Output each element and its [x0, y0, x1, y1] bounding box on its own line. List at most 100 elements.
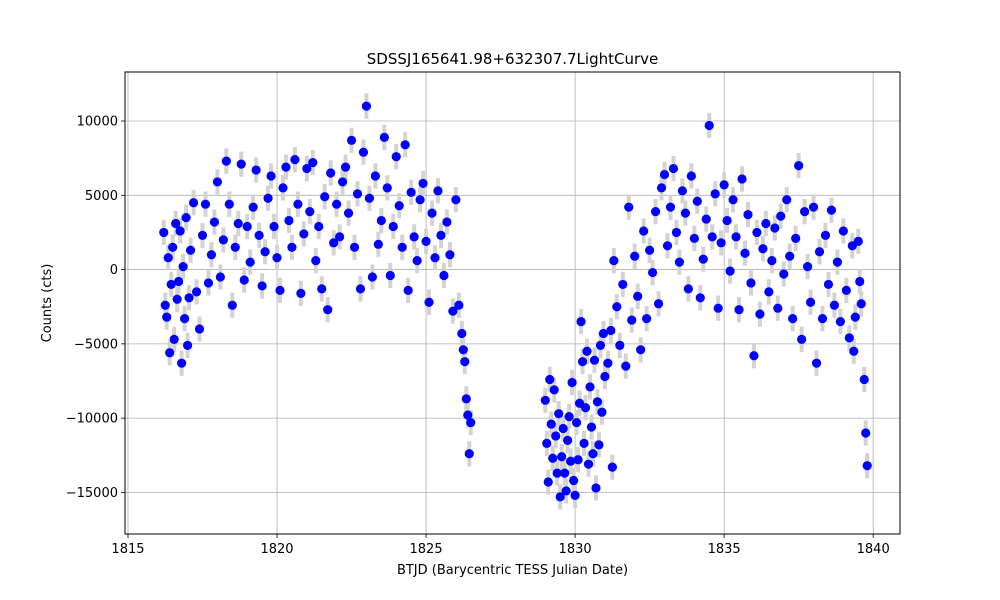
- data-point: [692, 196, 702, 206]
- data-point: [460, 357, 470, 367]
- data-point: [576, 316, 586, 327]
- data-point: [451, 195, 461, 205]
- data-point: [665, 202, 676, 212]
- y-tick-label: −15000: [66, 486, 118, 501]
- x-tick-label: 1835: [708, 542, 741, 557]
- data-point: [269, 221, 279, 232]
- y-axis-ticks: −15000 −10000 −5000 0 5000 10000: [66, 115, 125, 501]
- data-point: [731, 232, 741, 242]
- data-point: [567, 377, 577, 388]
- data-point: [764, 287, 774, 297]
- data-point: [174, 276, 184, 287]
- data-point: [829, 300, 840, 310]
- data-point: [206, 250, 217, 260]
- data-point: [820, 230, 831, 241]
- data-point: [412, 256, 422, 266]
- data-point: [722, 215, 732, 226]
- data-point: [650, 207, 661, 217]
- data-point: [755, 309, 765, 319]
- data-point: [308, 158, 318, 168]
- data-point: [773, 303, 783, 313]
- data-point: [583, 459, 594, 469]
- data-point: [542, 438, 552, 448]
- data-point: [558, 423, 568, 434]
- data-point: [376, 215, 386, 226]
- data-point: [248, 202, 258, 212]
- data-point: [758, 244, 768, 254]
- data-point: [439, 270, 449, 281]
- x-tick-label: 1820: [260, 542, 293, 557]
- data-point: [823, 279, 834, 290]
- data-point: [182, 340, 193, 350]
- data-point: [855, 276, 865, 287]
- data-point: [329, 238, 339, 248]
- data-point: [545, 374, 555, 385]
- data-point: [737, 174, 747, 184]
- data-point: [180, 313, 190, 324]
- data-point: [595, 340, 606, 350]
- data-point: [290, 155, 300, 165]
- data-point: [659, 169, 670, 180]
- data-point: [215, 272, 225, 282]
- data-point: [433, 186, 443, 196]
- data-point: [287, 242, 297, 252]
- data-point: [689, 233, 699, 243]
- data-point: [585, 382, 595, 392]
- data-point: [582, 346, 592, 356]
- data-point: [743, 210, 753, 220]
- data-point: [811, 358, 822, 368]
- data-point: [808, 202, 819, 212]
- data-point: [791, 233, 801, 243]
- data-point: [752, 227, 762, 238]
- data-point: [707, 232, 717, 242]
- data-point: [346, 135, 357, 145]
- data-point: [561, 486, 571, 496]
- data-point: [826, 205, 837, 215]
- data-point: [191, 287, 202, 297]
- data-point: [382, 183, 392, 193]
- data-point: [212, 177, 223, 187]
- data-point: [859, 374, 869, 385]
- data-point: [284, 215, 294, 226]
- data-point: [464, 449, 474, 459]
- data-point: [326, 168, 336, 178]
- data-point: [701, 214, 711, 224]
- data-point: [782, 195, 792, 205]
- data-point: [734, 305, 744, 315]
- data-point: [835, 316, 845, 327]
- data-point: [163, 253, 173, 263]
- data-point: [230, 242, 240, 252]
- data-point: [569, 475, 579, 486]
- data-point: [335, 232, 345, 242]
- data-point: [340, 162, 351, 172]
- data-point: [844, 333, 854, 343]
- data-point: [337, 177, 348, 187]
- data-point: [418, 178, 428, 189]
- data-point: [266, 171, 276, 181]
- data-point: [379, 132, 389, 142]
- data-point: [749, 351, 759, 361]
- data-point: [549, 385, 559, 395]
- data-point: [639, 226, 649, 236]
- data-point: [642, 313, 652, 324]
- data-point: [188, 198, 199, 208]
- data-point: [364, 193, 375, 203]
- data-point: [573, 455, 583, 465]
- data-point: [233, 218, 243, 229]
- data-point: [671, 227, 682, 238]
- data-point: [716, 238, 726, 248]
- data-point: [603, 358, 613, 368]
- data-point: [209, 217, 220, 227]
- data-point: [849, 346, 859, 356]
- data-point: [592, 397, 603, 407]
- data-point: [552, 468, 562, 478]
- data-point: [296, 288, 306, 298]
- data-point: [591, 483, 601, 493]
- data-point: [597, 407, 607, 417]
- data-point: [680, 208, 690, 218]
- data-point: [627, 315, 637, 325]
- data-point: [445, 250, 455, 260]
- data-point: [436, 230, 446, 241]
- data-point: [236, 159, 246, 169]
- data-point: [588, 449, 598, 459]
